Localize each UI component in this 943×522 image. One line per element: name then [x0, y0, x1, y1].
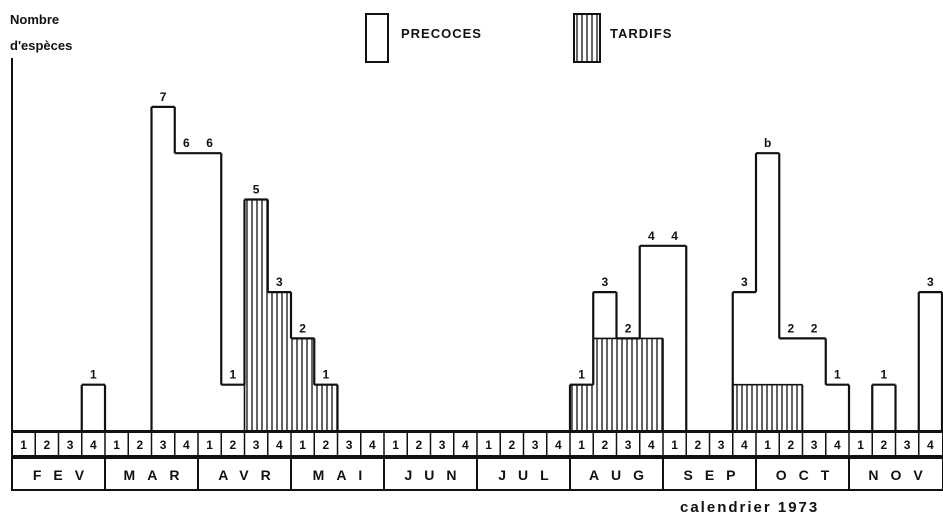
week-label: 3 [718, 438, 725, 452]
data-label: 2 [299, 321, 306, 335]
month-label: MAI [313, 467, 375, 483]
bar-tardifs [267, 292, 291, 431]
week-label: 3 [811, 438, 818, 452]
month-label: MAR [124, 467, 192, 483]
data-label: 6 [183, 136, 190, 150]
data-label: 6 [206, 136, 213, 150]
month-label: SEP [683, 467, 747, 483]
month-label: NOV [868, 467, 934, 483]
week-label: 3 [904, 438, 911, 452]
bar-tardifs [570, 384, 594, 431]
calendar-axis: 1 2 3 4 FEV 1 2 3 4 MAR 1 2 3 4 AVR 1 2 3 4 MAI 1 2 3 4 JUN 1 2 3 4 J… [11, 431, 943, 491]
data-label: b [764, 136, 771, 150]
week-label: 1 [20, 438, 27, 452]
week-label: 2 [137, 438, 144, 452]
legend-label-tardifs: TARDIFS [610, 26, 672, 41]
week-label: 4 [90, 438, 97, 452]
month-label: FEV [33, 467, 96, 483]
week-label: 2 [881, 438, 888, 452]
week-label: 4 [369, 438, 376, 452]
week-label: 2 [695, 438, 702, 452]
month-label: AVR [218, 467, 283, 483]
bar-outline-precoces [80, 105, 943, 431]
data-label: 7 [160, 90, 167, 104]
week-label: 2 [788, 438, 795, 452]
data-label: 1 [881, 368, 888, 382]
legend-swatch-tardifs [573, 13, 601, 63]
week-label: 2 [230, 438, 237, 452]
week-label: 1 [671, 438, 678, 452]
bar-tardifs [314, 384, 338, 431]
week-label: 3 [346, 438, 353, 452]
week-label: 1 [299, 438, 306, 452]
week-label: 3 [67, 438, 74, 452]
month-label: AUG [589, 467, 656, 483]
month-label: OCT [776, 467, 842, 483]
value-labels-layer: 1 7 6 6 1 5 3 2 1 1 3 2 4 4 3 b 2 2 1 1 3 [90, 90, 934, 382]
bar-tardifs [291, 338, 315, 431]
bar-tardifs [639, 338, 663, 431]
data-label: 3 [276, 275, 283, 289]
week-label: 4 [555, 438, 562, 452]
y-axis-label-line2: d'espèces [10, 38, 72, 53]
week-label: 2 [509, 438, 516, 452]
data-label: 2 [788, 321, 795, 335]
week-label: 3 [160, 438, 167, 452]
data-label: 2 [625, 321, 632, 335]
week-label: 4 [276, 438, 283, 452]
data-label: 4 [671, 229, 678, 243]
week-label: 4 [741, 438, 748, 452]
week-label: 2 [602, 438, 609, 452]
month-label: JUN [404, 467, 468, 483]
week-label: 2 [44, 438, 51, 452]
week-label: 1 [392, 438, 399, 452]
bar-tardifs [616, 338, 640, 431]
data-label: 3 [602, 275, 609, 289]
bar-tardifs [756, 384, 780, 431]
data-label: 1 [323, 368, 330, 382]
week-label: 1 [857, 438, 864, 452]
week-label: 1 [485, 438, 492, 452]
bar-tardifs [732, 384, 756, 431]
week-label: 3 [532, 438, 539, 452]
legend-swatch-precoces [365, 13, 389, 63]
data-label: 5 [253, 183, 260, 197]
month-label: JUL [498, 467, 560, 483]
x-axis-label: calendrier 1973 [680, 499, 819, 516]
week-label: 2 [323, 438, 330, 452]
week-label: 3 [625, 438, 632, 452]
bar-tardifs [244, 199, 268, 431]
bar-tardifs [593, 338, 617, 431]
week-label: 1 [764, 438, 771, 452]
data-label: 3 [741, 275, 748, 289]
data-label: 1 [578, 368, 585, 382]
data-label: 1 [834, 368, 841, 382]
y-axis-label-line1: Nombre [10, 12, 59, 27]
legend-label-precoces: PRECOCES [401, 26, 482, 41]
legend: PRECOCES TARDIFS [365, 13, 672, 63]
week-label: 1 [206, 438, 213, 452]
week-label: 1 [578, 438, 585, 452]
week-label: 4 [462, 438, 469, 452]
week-label: 3 [253, 438, 260, 452]
week-label: 2 [416, 438, 423, 452]
week-label: 3 [439, 438, 446, 452]
data-label: 2 [811, 321, 818, 335]
week-label: 1 [113, 438, 120, 452]
week-label: 4 [927, 438, 934, 452]
data-label: 1 [90, 368, 97, 382]
data-label: 4 [648, 229, 655, 243]
bar-outline-tardifs [243, 198, 804, 431]
bar-tardifs [779, 384, 803, 431]
bars-layer [80, 105, 943, 431]
data-label: 1 [230, 368, 237, 382]
week-label: 4 [183, 438, 190, 452]
data-label: 3 [927, 275, 934, 289]
week-label: 4 [648, 438, 655, 452]
week-label: 4 [834, 438, 841, 452]
